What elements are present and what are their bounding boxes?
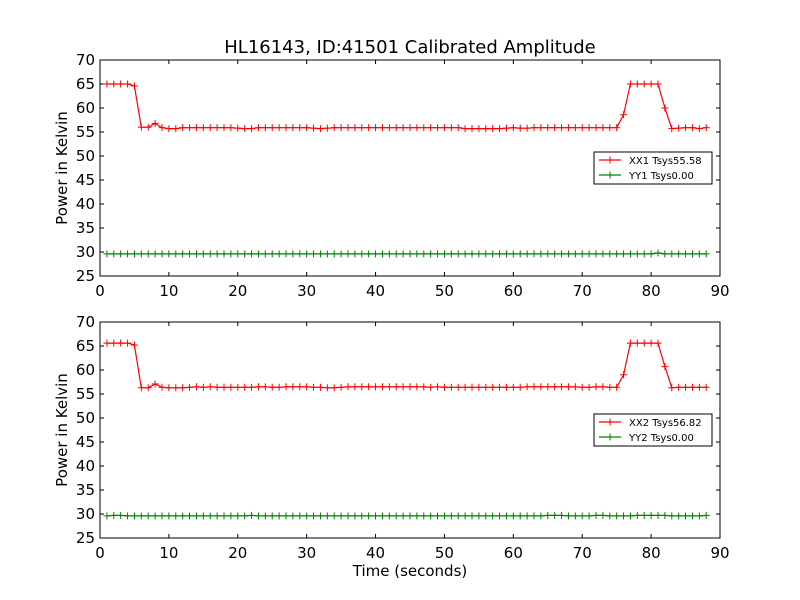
y-tick-label: 65	[76, 75, 95, 93]
y-tick-label: 35	[76, 219, 95, 237]
x-tick-label: 60	[504, 544, 523, 562]
series-markers-xx2	[103, 339, 710, 392]
legend-frame	[593, 151, 713, 185]
x-tick-label: 40	[366, 282, 385, 300]
x-tick-label: 40	[366, 544, 385, 562]
x-tick-label: 50	[435, 544, 454, 562]
legend-frame	[593, 413, 713, 447]
series-markers-yy1	[103, 249, 710, 258]
x-tick-label: 80	[642, 544, 661, 562]
x-tick-label: 10	[159, 544, 178, 562]
x-tick-label: 30	[297, 282, 316, 300]
y-tick-label: 30	[76, 505, 95, 523]
x-tick-label: 90	[710, 544, 729, 562]
y-tick-label: 25	[76, 267, 95, 285]
chart-panel-2: 0 10 20 30 40 50 60 70 80 90 25 30 35 40 45 50 55 60 65 70 P…	[53, 313, 730, 580]
x-tick-label: 30	[297, 544, 316, 562]
y-tick-label: 70	[76, 51, 95, 69]
y-axis-label: Power in Kelvin	[53, 373, 71, 487]
y-tick-label: 55	[76, 123, 95, 141]
x-tick-label: 0	[95, 544, 105, 562]
y-tick-label: 30	[76, 243, 95, 261]
x-tick-label: 60	[504, 282, 523, 300]
x-tick-label: 10	[159, 282, 178, 300]
legend: XX1 Tsys55.58 YY1 Tsys0.00	[593, 151, 713, 185]
series-markers-xx1	[103, 80, 710, 133]
y-tick-label: 70	[76, 313, 95, 331]
y-tick-label: 60	[76, 99, 95, 117]
x-tick-label: 20	[228, 544, 247, 562]
y-tick-label: 45	[76, 433, 95, 451]
y-tick-label: 60	[76, 361, 95, 379]
x-tick-label: 50	[435, 282, 454, 300]
legend-entry-label: YY1 Tsys0.00	[628, 171, 694, 182]
y-tick-label: 50	[76, 147, 95, 165]
y-tick-label: 50	[76, 409, 95, 427]
legend: XX2 Tsys56.82 YY2 Tsys0.00	[593, 413, 713, 447]
legend-entry-label: YY2 Tsys0.00	[628, 433, 694, 444]
y-tick-label: 45	[76, 171, 95, 189]
x-tick-label: 70	[573, 544, 592, 562]
y-tick-label: 65	[76, 337, 95, 355]
series-markers-yy2	[103, 511, 710, 520]
x-tick-label: 70	[573, 282, 592, 300]
x-tick-label: 20	[228, 282, 247, 300]
figure-title: HL16143, ID:41501 Calibrated Amplitude	[224, 37, 595, 58]
x-tick-label: 90	[710, 282, 729, 300]
y-tick-label: 55	[76, 385, 95, 403]
y-tick-label: 25	[76, 529, 95, 547]
legend-entry-label: XX2 Tsys56.82	[629, 418, 702, 429]
chart-panel-1: 0 10 20 30 40 50 60 70 80 90 25 30 35 40 45 50 55 60 65 70 P…	[53, 51, 730, 300]
y-tick-label: 40	[76, 195, 95, 213]
legend-entry-label: XX1 Tsys55.58	[629, 156, 702, 167]
x-axis-label: Time (seconds)	[352, 562, 468, 580]
x-tick-label: 0	[95, 282, 105, 300]
y-tick-label: 35	[76, 481, 95, 499]
y-tick-label: 40	[76, 457, 95, 475]
y-axis-label: Power in Kelvin	[53, 111, 71, 225]
x-tick-label: 80	[642, 282, 661, 300]
